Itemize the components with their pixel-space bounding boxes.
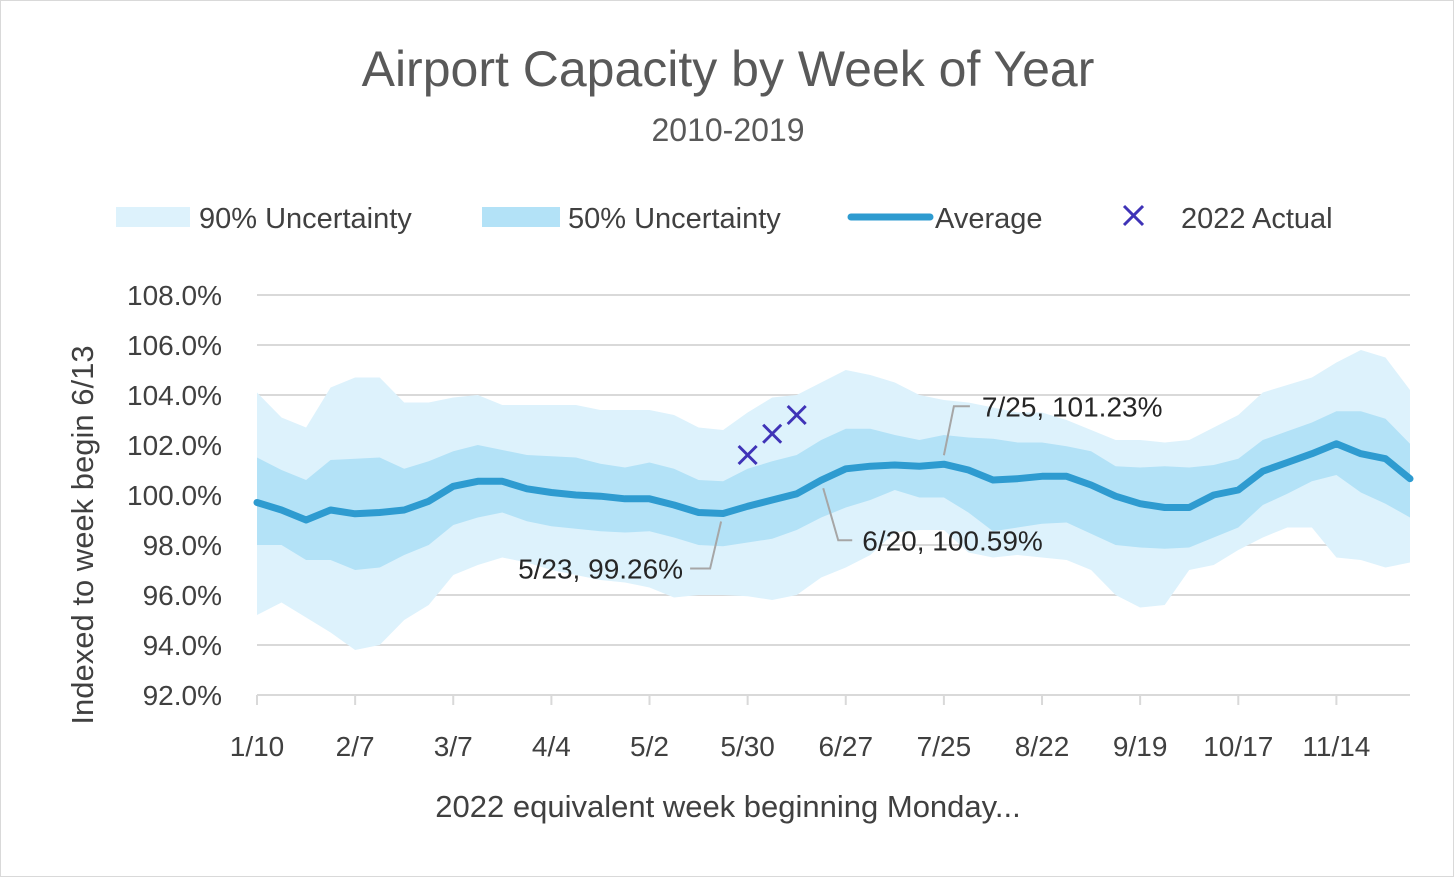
x-axis: 1/10 2/7 3/7 4/4 5/2 5/30 6/27 7/25 8/22 9/19 10/1…	[230, 695, 1370, 762]
x-tick-label: 2/7	[336, 731, 375, 762]
x-tick-label: 4/4	[532, 731, 571, 762]
x-tick-label: 1/10	[230, 731, 285, 762]
y-tick-label: 100.0%	[127, 480, 222, 511]
average-series	[253, 440, 1414, 524]
y-tick-label: 108.0%	[127, 280, 222, 311]
callout: 5/23, 99.26%	[518, 521, 723, 585]
y-axis-title: Indexed to week begin 6/13	[65, 345, 100, 724]
x-tick-label: 6/27	[819, 731, 874, 762]
actual-marker	[762, 423, 783, 444]
callout: 7/25, 101.23%	[942, 391, 1163, 456]
actual-marker-stroke	[762, 423, 783, 444]
x-tick-label: 3/7	[434, 731, 473, 762]
legend-label-actual: 2022 Actual	[1181, 203, 1333, 235]
actual-series	[737, 404, 807, 466]
band-50-uncertainty	[257, 411, 1410, 570]
legend-swatch-90	[116, 207, 190, 227]
legend-swatch-50	[482, 207, 560, 227]
x-tick-label: 11/14	[1302, 731, 1370, 762]
actual-marker-stroke	[786, 404, 807, 426]
callout-leader	[822, 487, 853, 542]
callouts: 5/23, 99.26% 6/20, 100.59% 7/25, 101.23%	[518, 391, 1162, 584]
callout-label: 5/23, 99.26%	[518, 554, 683, 585]
chart-title: Airport Capacity by Week of Year	[362, 41, 1095, 97]
y-tick-label: 94.0%	[143, 630, 222, 661]
y-tick-label: 92.0%	[143, 680, 222, 711]
x-tick-label: 5/30	[720, 731, 775, 762]
average-line	[253, 440, 1414, 524]
x-tick-label: 8/22	[1015, 731, 1070, 762]
y-tick-label: 98.0%	[143, 530, 222, 561]
actual-marker-stroke	[737, 444, 758, 466]
legend-label-90: 90% Uncertainty	[199, 203, 412, 235]
legend-label-average: Average	[935, 203, 1043, 235]
y-axis: 92.0% 94.0% 96.0% 98.0% 100.0% 102.0% 104.0% 10…	[127, 280, 222, 711]
callout-label: 7/25, 101.23%	[982, 391, 1163, 422]
callout-leader	[690, 521, 723, 570]
actual-marker	[737, 444, 758, 466]
y-tick-label: 104.0%	[127, 380, 222, 411]
uncertainty-bands	[257, 350, 1410, 650]
actual-marker	[786, 404, 807, 426]
x-axis-title: 2022 equivalent week beginning Monday...	[435, 789, 1020, 824]
chart-subtitle: 2010-2019	[651, 112, 804, 148]
x-tick-label: 7/25	[917, 731, 972, 762]
x-tick-label: 9/19	[1113, 731, 1168, 762]
y-tick-label: 96.0%	[143, 580, 222, 611]
legend-label-50: 50% Uncertainty	[568, 203, 781, 235]
x-tick-label: 10/17	[1203, 731, 1273, 762]
callout: 6/20, 100.59%	[822, 487, 1043, 556]
callout-leader	[942, 405, 970, 456]
callout-label: 6/20, 100.59%	[862, 525, 1043, 556]
y-tick-label: 102.0%	[127, 430, 222, 461]
x-tick-label: 5/2	[630, 731, 669, 762]
y-tick-label: 106.0%	[127, 330, 222, 361]
legend: 90% Uncertainty 50% Uncertainty Average …	[116, 203, 1333, 235]
legend-swatch-actual	[1122, 204, 1145, 227]
